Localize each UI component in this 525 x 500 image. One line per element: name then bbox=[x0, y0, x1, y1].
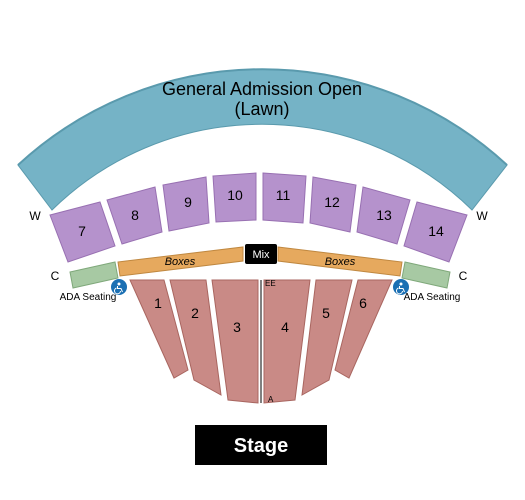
lower-section-label-6: 6 bbox=[359, 295, 367, 311]
upper-section-label-7: 7 bbox=[78, 223, 86, 239]
ee-label: EE bbox=[265, 279, 276, 288]
upper-section-label-13: 13 bbox=[376, 207, 392, 223]
ada-strip-left[interactable] bbox=[70, 262, 118, 288]
a-label: A bbox=[268, 395, 274, 404]
lower-section-label-5: 5 bbox=[322, 305, 330, 321]
w-label-right: W bbox=[476, 209, 488, 223]
upper-section-label-12: 12 bbox=[324, 194, 340, 210]
ada-label-right: ADA Seating bbox=[404, 292, 461, 303]
lawn-label-line1: General Admission Open bbox=[162, 79, 362, 99]
upper-section-label-14: 14 bbox=[428, 223, 444, 239]
ada-label-left: ADA Seating bbox=[60, 292, 117, 303]
upper-section-label-8: 8 bbox=[131, 207, 139, 223]
lawn-label-line2: (Lawn) bbox=[234, 99, 289, 119]
lower-section-label-3: 3 bbox=[233, 319, 241, 335]
boxes-label-1: Boxes bbox=[325, 256, 356, 268]
upper-section-label-9: 9 bbox=[184, 194, 192, 210]
c-label-right: C bbox=[459, 269, 468, 283]
lower-section-label-4: 4 bbox=[281, 319, 289, 335]
w-label-left: W bbox=[29, 209, 41, 223]
upper-section-label-11: 11 bbox=[276, 187, 291, 203]
stage-label: Stage bbox=[234, 435, 288, 457]
c-label-left: C bbox=[51, 269, 60, 283]
upper-section-label-10: 10 bbox=[227, 187, 243, 203]
boxes-label-0: Boxes bbox=[165, 256, 196, 268]
mix-label: Mix bbox=[252, 249, 270, 261]
ada-strip-right[interactable] bbox=[402, 262, 450, 288]
lower-section-label-2: 2 bbox=[191, 305, 199, 321]
lower-section-label-1: 1 bbox=[154, 295, 162, 311]
